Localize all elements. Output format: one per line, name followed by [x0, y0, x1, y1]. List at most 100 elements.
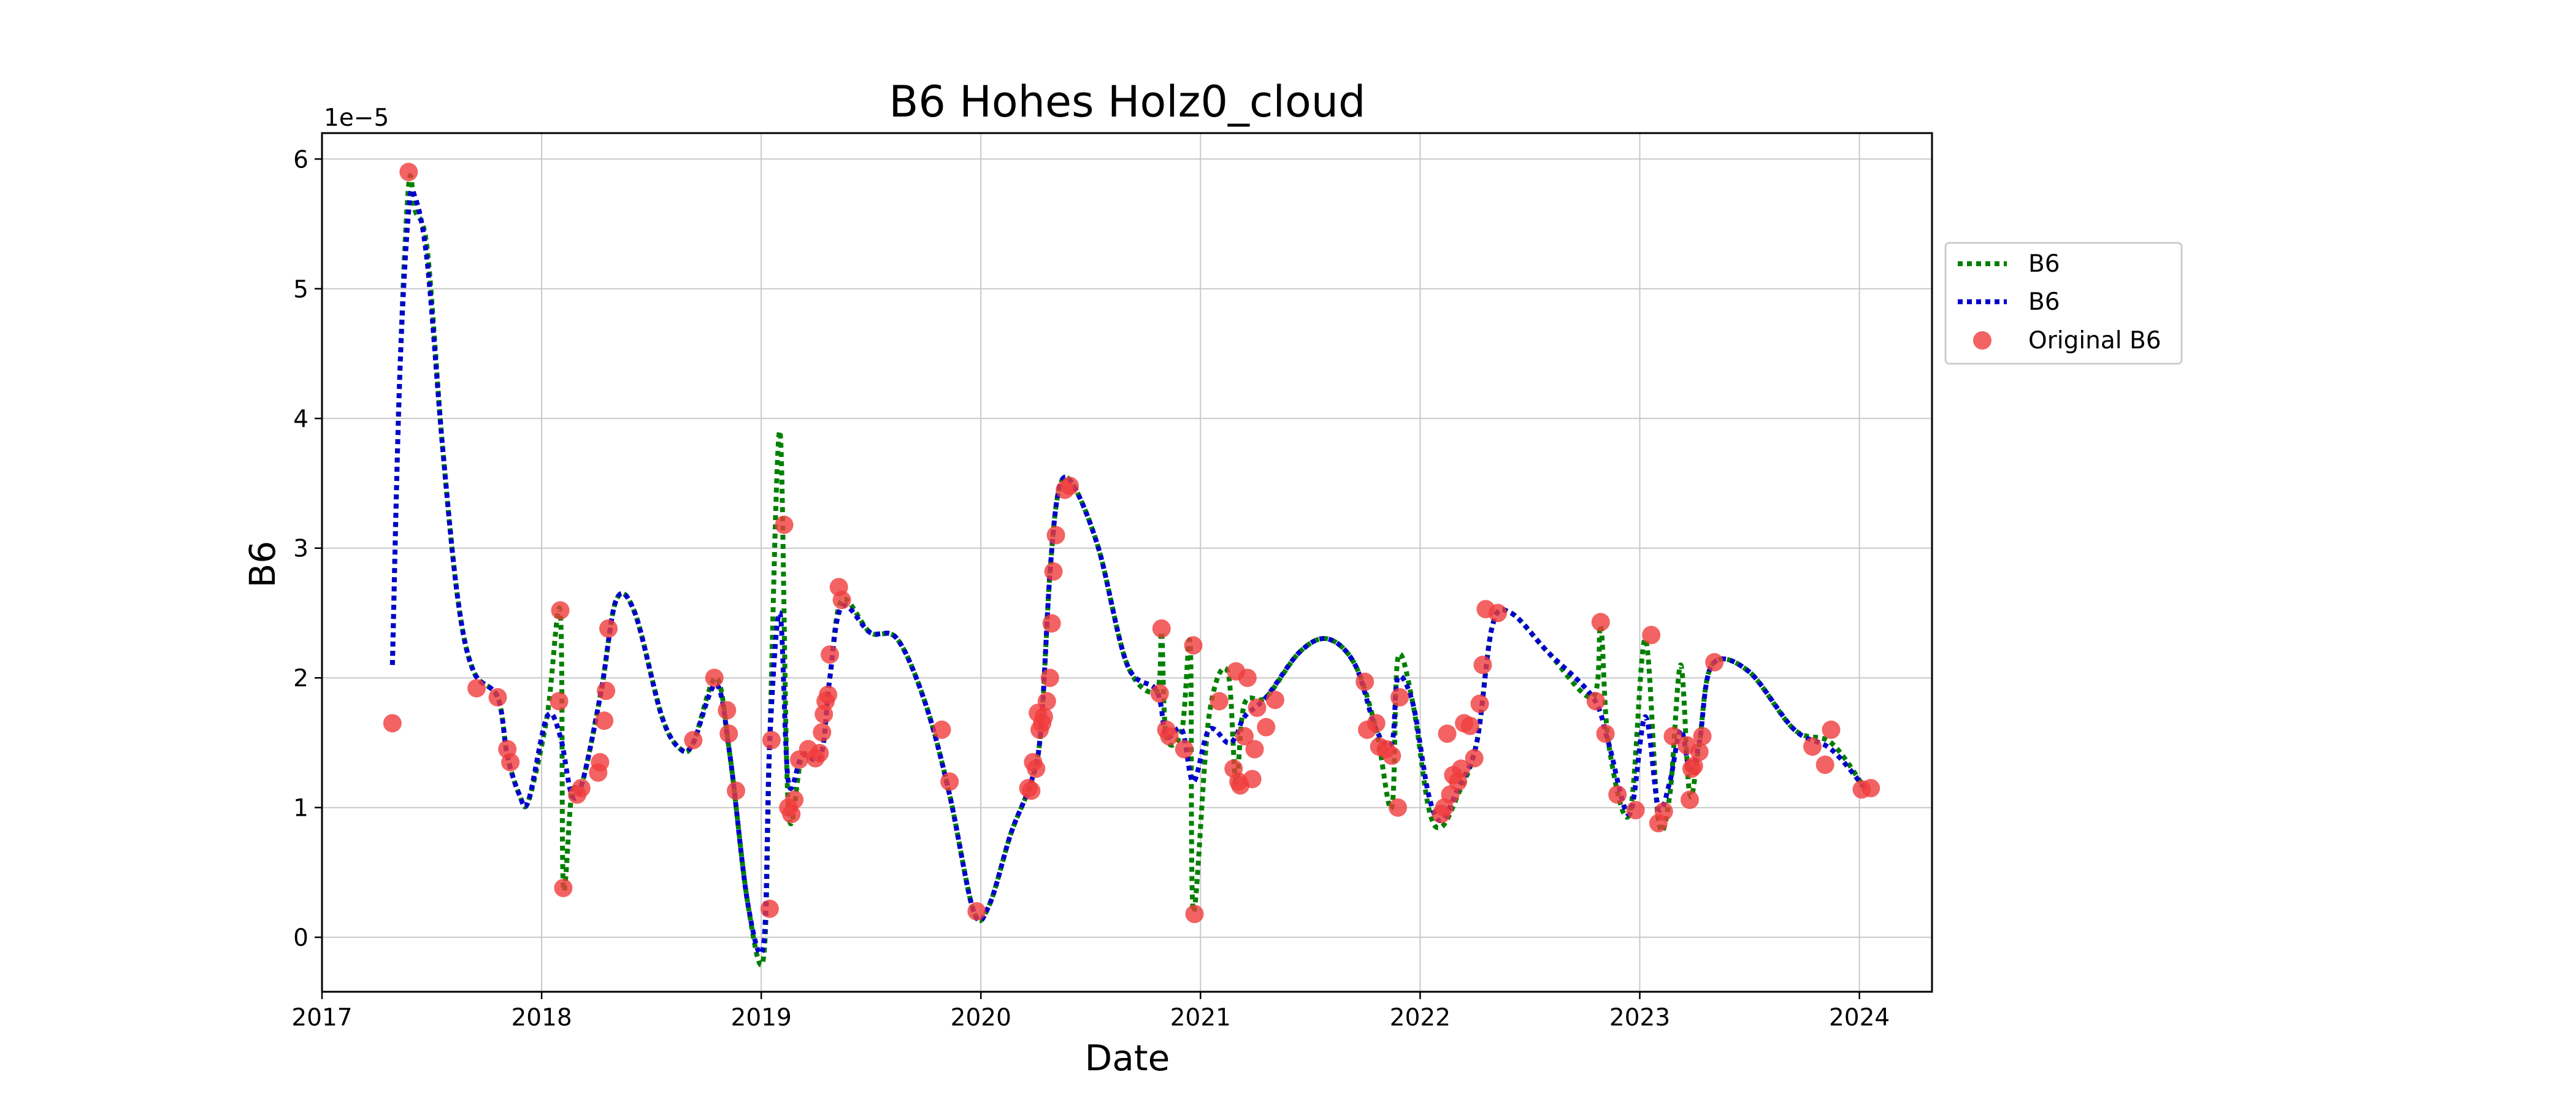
x-tick-label: 2022: [1390, 1004, 1451, 1032]
original-point: [1596, 724, 1615, 743]
series-layer: [389, 173, 1867, 968]
legend-label-blue: B6: [2028, 288, 2060, 316]
x-tick-label: 2018: [511, 1004, 572, 1032]
y-axis-ticks: 0 1 2 3 4 5 6: [293, 146, 322, 952]
y-tick-label: 3: [293, 535, 309, 563]
original-point: [1861, 779, 1880, 797]
original-point: [591, 753, 610, 772]
original-point: [1473, 656, 1492, 675]
original-point: [550, 692, 569, 711]
original-point: [813, 723, 832, 742]
x-tick-label: 2023: [1609, 1004, 1670, 1032]
original-point: [775, 515, 794, 534]
original-point: [1663, 727, 1682, 746]
original-point: [1690, 742, 1709, 761]
original-point: [1257, 718, 1276, 737]
legend-swatch-original: [1973, 331, 1991, 350]
original-point: [1027, 759, 1046, 778]
original-point: [1235, 727, 1254, 746]
original-point: [399, 163, 418, 182]
original-point: [1243, 770, 1262, 789]
original-point: [1238, 669, 1257, 688]
original-point: [782, 805, 801, 824]
original-point: [595, 711, 614, 730]
y-axis-label: B6: [242, 541, 283, 588]
original-point: [1681, 791, 1699, 809]
legend-label-original: Original B6: [2028, 327, 2161, 355]
original-point: [760, 899, 779, 918]
original-point: [1705, 653, 1724, 672]
original-point: [383, 714, 402, 733]
original-point: [597, 681, 616, 700]
original-point: [1046, 526, 1065, 545]
original-point: [1367, 714, 1386, 733]
original-point: [1654, 802, 1673, 821]
original-point: [1438, 724, 1457, 743]
original-point: [467, 679, 486, 698]
original-point: [1037, 692, 1056, 711]
original-point: [1642, 626, 1661, 645]
series-line-green: [389, 173, 1867, 968]
original-point: [967, 902, 986, 921]
original-point: [1684, 757, 1703, 775]
original-point: [501, 753, 520, 772]
original-point: [572, 779, 591, 797]
original-point: [1591, 613, 1610, 632]
original-point: [932, 720, 951, 739]
original-point: [762, 730, 781, 749]
chart-title: B6 Hohes Holz0_cloud: [889, 77, 1365, 127]
original-point: [1266, 691, 1284, 710]
original-points-layer: [383, 163, 1880, 924]
original-point: [1022, 781, 1041, 800]
y-tick-label: 0: [293, 924, 309, 952]
original-point: [821, 645, 839, 664]
original-point: [1185, 905, 1204, 924]
original-point: [1390, 688, 1409, 707]
original-point: [1489, 604, 1507, 623]
original-point: [1245, 740, 1264, 759]
original-point: [1060, 477, 1079, 496]
original-point: [1803, 737, 1822, 756]
original-point: [1452, 759, 1471, 778]
legend: B6 B6 Original B6: [1944, 242, 2183, 365]
legend-label-green: B6: [2028, 250, 2060, 278]
original-point: [1150, 684, 1169, 703]
original-point: [940, 772, 959, 791]
original-point: [719, 724, 738, 743]
original-point: [1248, 698, 1267, 717]
original-point: [599, 619, 618, 638]
y-tick-label: 4: [293, 405, 309, 433]
x-tick-label: 2019: [731, 1004, 792, 1032]
original-point: [1184, 636, 1203, 655]
original-point: [785, 791, 804, 809]
original-point: [1693, 727, 1712, 746]
original-point: [718, 701, 737, 720]
original-point: [1460, 716, 1479, 735]
original-point: [832, 591, 851, 610]
original-point: [727, 781, 745, 800]
original-point: [684, 730, 703, 749]
x-axis-ticks: 2017 2018 2019 2020 2021 2022 2023 2024: [291, 992, 1890, 1032]
original-point: [1209, 692, 1229, 711]
original-point: [810, 743, 829, 762]
original-point: [1175, 740, 1194, 759]
original-point: [1160, 727, 1179, 746]
original-point: [1389, 798, 1408, 817]
original-point: [1470, 694, 1489, 713]
series-line-blue: [389, 187, 1867, 956]
x-tick-label: 2024: [1829, 1004, 1890, 1032]
original-point: [1815, 755, 1834, 774]
x-axis-label: Date: [1085, 1037, 1170, 1079]
original-point: [554, 878, 573, 897]
original-point: [551, 601, 570, 620]
original-point: [488, 688, 507, 707]
original-point: [1355, 672, 1374, 691]
original-point: [1382, 746, 1401, 765]
original-point: [1608, 785, 1627, 804]
original-point: [1042, 614, 1061, 633]
legend-box: [1944, 242, 2183, 365]
y-tick-label: 1: [293, 795, 309, 822]
original-point: [1035, 707, 1053, 726]
original-point: [1465, 749, 1484, 768]
